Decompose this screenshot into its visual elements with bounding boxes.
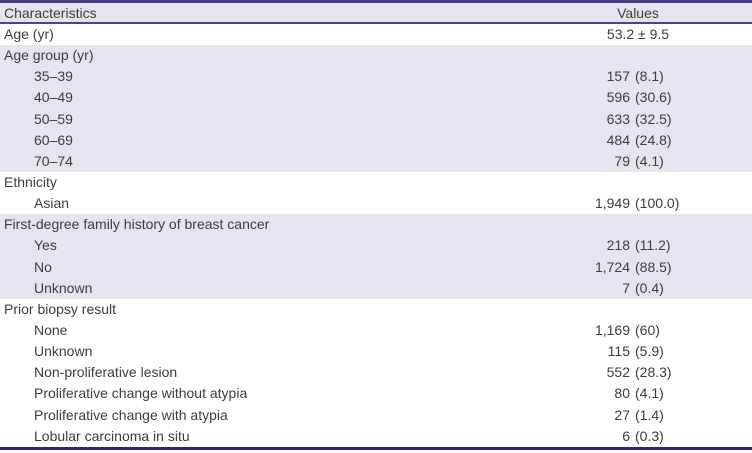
table-row: Proliferative change without atypia 80 (4.… [0,383,752,404]
table-row: 40–49 596 (30.6) [0,87,752,109]
row-label: 35–39 [34,68,73,85]
row-value: 1,169 (60) [560,320,716,341]
row-value-percent: (24.8) [635,131,672,148]
table-row: Proliferative change with atypia 27 (1.4) [0,405,752,426]
row-label: Non-proliferative lesion [34,364,178,381]
table-row-section: Ethnicity [0,172,752,193]
row-label: 60–69 [34,131,73,148]
table-row: Lobular carcinoma in situ 6 (0.3) [0,426,752,447]
row-label: 40–49 [34,89,73,106]
row-label: Age group (yr) [4,47,94,64]
row-value-percent: (0.4) [635,279,664,296]
row-value [560,45,716,66]
row-value: 7 (0.4) [560,278,716,299]
row-value-percent: (100.0) [635,195,680,212]
row-value: 218 (11.2) [560,235,716,256]
column-header-values: Values [617,5,659,21]
row-label: Age (yr) [4,26,54,42]
column-header-characteristics: Characteristics [4,5,97,21]
row-value: 552 (28.3) [560,362,716,383]
row-value-percent: (5.9) [635,343,664,360]
row-label: Proliferative change without atypia [34,385,248,402]
table-row-section: Age group (yr) [0,45,752,67]
row-value-percent: (28.3) [635,364,672,381]
row-value-count: 484 [606,131,630,148]
table-row: Non-proliferative lesion 552 (28.3) [0,362,752,383]
table-row: 70–74 79 (4.1) [0,150,752,172]
table-row: Unknown 115 (5.9) [0,341,752,362]
row-value-count: 552 [606,364,630,381]
row-value-count: 7 [622,279,630,296]
row-value-percent: (88.5) [635,258,672,275]
row-value: 6 (0.3) [560,426,716,447]
row-value-percent: (1.4) [635,406,664,423]
row-label: Ethnicity [4,173,57,190]
row-value: 53.2 ± 9.5 [606,26,670,42]
row-value-count: 80 [614,385,630,402]
row-value-count: 27 [614,406,630,423]
row-value-percent: (0.3) [635,427,664,444]
row-value-count: 1,949 [594,195,630,212]
row-label: Yes [34,237,57,254]
row-label: None [34,321,68,338]
row-value [560,214,716,235]
row-value: 157 (8.1) [560,66,716,87]
row-value-count: 1,724 [594,258,630,275]
table-row: 60–69 484 (24.8) [0,129,752,151]
row-value-percent: (11.2) [635,237,671,254]
row-value: 27 (1.4) [560,405,716,426]
table-row: Asian 1,949 (100.0) [0,193,752,214]
row-value-count: 115 [607,343,630,360]
row-value-percent: (4.1) [635,152,664,169]
row-value-count: 6 [622,427,630,444]
row-label: No [34,258,52,275]
table-header-row: Characteristics Values [0,3,752,24]
row-label: Proliferative change with atypia [34,406,228,423]
row-value: 484 (24.8) [560,130,716,151]
row-value: 633 (32.5) [560,109,716,130]
row-label: Unknown [34,343,93,360]
row-value: 80 (4.1) [560,383,716,404]
row-value-percent: (60) [635,321,660,338]
row-value: 596 (30.6) [560,87,716,108]
row-value-count: 79 [614,152,630,169]
row-value-count: 633 [606,110,630,127]
table-row: No 1,724 (88.5) [0,256,752,278]
row-value: 115 (5.9) [560,341,716,362]
row-value-percent: (4.1) [635,385,664,402]
row-label: Asian [34,195,70,212]
table-row: None 1,169 (60) [0,320,752,341]
row-value-percent: (32.5) [635,110,672,127]
row-label: Unknown [34,279,93,296]
row-value: 1,949 (100.0) [560,193,716,214]
row-label: 70–74 [34,152,73,169]
row-value: 79 (4.1) [560,151,716,172]
table-row: Yes 218 (11.2) [0,235,752,257]
row-value [560,172,716,193]
row-label: 50–59 [34,110,73,127]
table-row-section: First-degree family history of breast ca… [0,214,752,236]
row-value-percent: (30.6) [635,89,672,106]
row-value-percent: (8.1) [635,68,664,85]
table-row-section: Prior biopsy result [0,299,752,320]
row-value-count: 157 [606,68,630,85]
table-row-section: Age (yr) 53.2 ± 9.5 [0,24,752,45]
table-body: Age (yr) 53.2 ± 9.5 Age group (yr) 35–39 157… [0,24,752,447]
row-value-count: 218 [606,237,630,254]
table-row: 35–39 157 (8.1) [0,66,752,88]
row-value-count: 1,169 [594,321,630,338]
row-label: First-degree family history of breast ca… [4,216,270,233]
row-value: 1,724 (88.5) [560,257,716,278]
table-row: 50–59 633 (32.5) [0,108,752,130]
row-value-count: 596 [606,89,630,106]
row-label: Lobular carcinoma in situ [34,427,190,444]
row-value [560,299,716,320]
table-row: Unknown 7 (0.4) [0,277,752,299]
row-label: Prior biopsy result [4,300,117,317]
